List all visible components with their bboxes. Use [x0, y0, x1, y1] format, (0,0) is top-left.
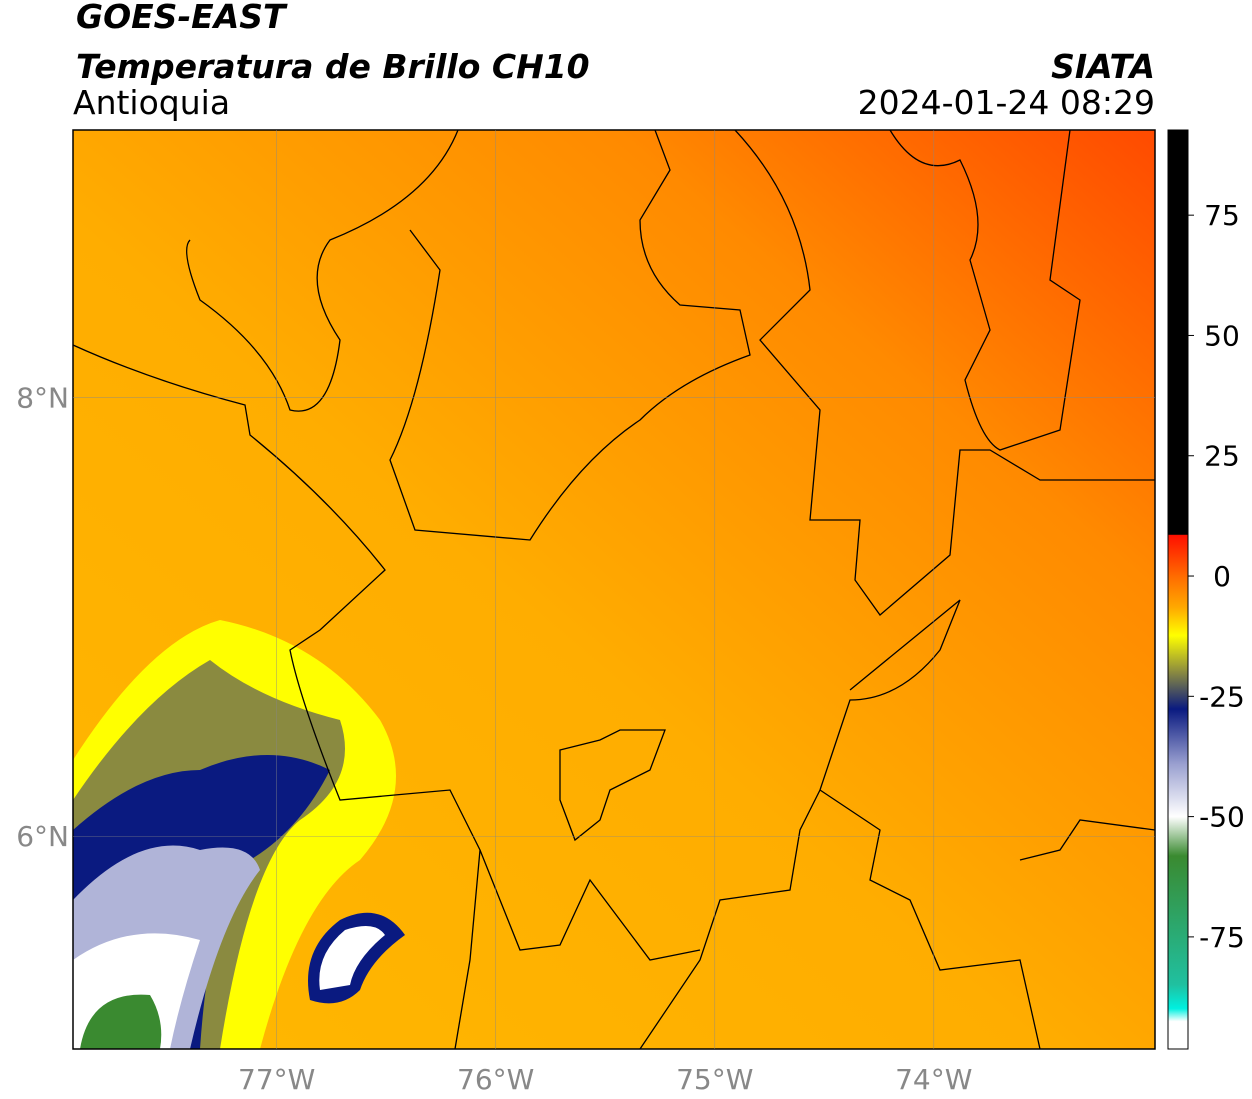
lon-tick-label: 75°W	[676, 1063, 753, 1096]
lat-tick-label: 8°N	[16, 382, 69, 415]
region: Antioquia	[73, 83, 230, 122]
colorbar-tick-label: -75	[1199, 921, 1245, 954]
lat-tick-label: 6°N	[16, 820, 69, 853]
datetime: 2024-01-24 08:29	[858, 83, 1155, 122]
colorbar-tick-label: 25	[1204, 440, 1240, 473]
colorbar-tick-label: -25	[1199, 680, 1245, 713]
colorbar-tick-label: -50	[1199, 801, 1245, 834]
colorbar-tick-label: 75	[1204, 199, 1240, 232]
colorbar-tick-label: 0	[1213, 560, 1231, 593]
map-frame	[72, 129, 1156, 1050]
colorbar-tick-label: 50	[1204, 319, 1240, 352]
lon-tick-label: 77°W	[238, 1063, 315, 1096]
colorbar	[1167, 129, 1189, 1050]
lon-tick-label: 76°W	[457, 1063, 534, 1096]
subtitle: Temperatura de Brillo CH10	[76, 47, 590, 86]
source: SIATA	[1051, 47, 1155, 86]
lon-tick-label: 74°W	[895, 1063, 972, 1096]
map-image	[73, 130, 1155, 1049]
title: GOES-EAST	[76, 0, 288, 36]
